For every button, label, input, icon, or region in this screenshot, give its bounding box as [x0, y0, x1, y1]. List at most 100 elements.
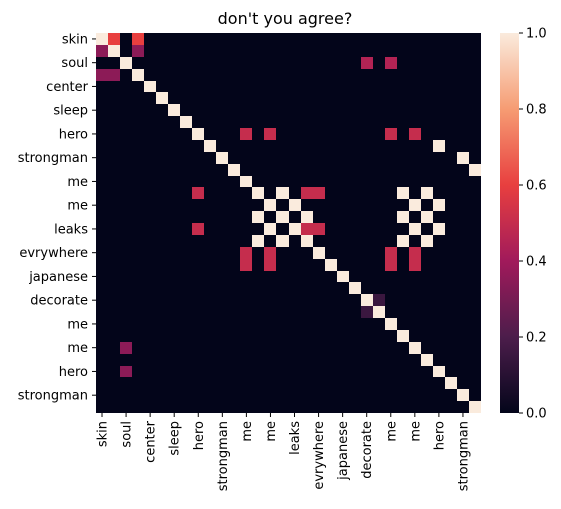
heatmap-cell	[120, 318, 132, 330]
heatmap-cell	[240, 259, 252, 271]
heatmap-cell	[337, 306, 349, 318]
heatmap-cell	[313, 401, 325, 413]
heatmap-cell	[180, 92, 192, 104]
heatmap-cell	[337, 116, 349, 128]
heatmap-cell	[445, 81, 457, 92]
heatmap-cell	[96, 366, 108, 377]
heatmap-cell	[457, 282, 469, 294]
heatmap-cell	[397, 128, 409, 140]
y-tick-label: leaks	[54, 222, 88, 237]
heatmap-cell	[252, 366, 264, 377]
heatmap-cell	[349, 366, 361, 377]
heatmap-cell	[192, 140, 204, 152]
heatmap-cell	[180, 366, 192, 377]
heatmap-cell	[325, 176, 337, 187]
heatmap-cell	[325, 282, 337, 294]
heatmap-cell	[180, 306, 192, 318]
heatmap-cell	[301, 377, 313, 389]
heatmap-cell	[385, 81, 397, 92]
heatmap-cell	[433, 389, 445, 401]
heatmap-cell	[108, 342, 120, 354]
heatmap-cell	[132, 223, 144, 235]
heatmap-cell	[204, 211, 216, 223]
heatmap-cell	[156, 45, 168, 57]
heatmap-cell	[144, 342, 156, 354]
heatmap-cell	[421, 187, 433, 199]
heatmap-cell	[252, 354, 264, 366]
heatmap-cell	[204, 140, 216, 152]
heatmap-cell	[289, 377, 301, 389]
heatmap-cell	[156, 140, 168, 152]
heatmap-cell	[409, 140, 421, 152]
heatmap-cell	[252, 259, 264, 271]
heatmap-cell	[96, 247, 108, 259]
heatmap-cell	[204, 92, 216, 104]
heatmap-cell	[469, 152, 481, 164]
heatmap-cell	[289, 235, 301, 247]
heatmap-cell	[144, 330, 156, 342]
heatmap-cell	[264, 104, 276, 116]
heatmap-cell	[216, 235, 228, 247]
heatmap-cell	[204, 187, 216, 199]
heatmap-cell	[168, 104, 180, 116]
heatmap-cell	[361, 164, 373, 176]
heatmap-cell	[421, 104, 433, 116]
heatmap-cell	[349, 211, 361, 223]
heatmap-cell	[301, 259, 313, 271]
heatmap-cell	[385, 152, 397, 164]
heatmap-cell	[240, 318, 252, 330]
heatmap-cell	[373, 366, 385, 377]
heatmap-cell	[276, 235, 289, 247]
heatmap-cell	[192, 116, 204, 128]
heatmap-cell	[301, 342, 313, 354]
heatmap-cell	[276, 187, 289, 199]
heatmap-cell	[409, 57, 421, 69]
heatmap-cell	[168, 45, 180, 57]
heatmap-cell	[96, 92, 108, 104]
heatmap-cell	[228, 401, 240, 413]
heatmap-cell	[144, 81, 156, 92]
heatmap-cell	[192, 211, 204, 223]
heatmap-cell	[96, 342, 108, 354]
heatmap-cell	[132, 33, 144, 45]
x-tick-label: sleep	[168, 421, 183, 456]
heatmap-cell	[337, 235, 349, 247]
heatmap-cell	[96, 45, 108, 57]
heatmap-cell	[276, 366, 289, 377]
heatmap-cell	[445, 282, 457, 294]
heatmap-cell	[144, 57, 156, 69]
heatmap-cell	[204, 235, 216, 247]
heatmap-cell	[325, 318, 337, 330]
y-tick-label: sleep	[53, 104, 88, 119]
x-tick-label: me	[264, 421, 279, 442]
heatmap-cell	[457, 69, 469, 81]
heatmap-cell	[276, 401, 289, 413]
heatmap-cell	[240, 81, 252, 92]
heatmap-cell	[349, 116, 361, 128]
heatmap-cell	[240, 342, 252, 354]
heatmap-cell	[457, 164, 469, 176]
heatmap-cell	[120, 128, 132, 140]
heatmap-cell	[361, 116, 373, 128]
x-tick-label: decorate	[360, 421, 375, 479]
heatmap-cell	[120, 282, 132, 294]
y-tick-label: soul	[61, 56, 88, 71]
heatmap-cell	[120, 342, 132, 354]
heatmap-cell	[289, 176, 301, 187]
heatmap-cell	[192, 164, 204, 176]
heatmap-cell	[361, 366, 373, 377]
heatmap-cell	[337, 57, 349, 69]
heatmap-cell	[240, 164, 252, 176]
heatmap-cell	[180, 294, 192, 306]
heatmap-cell	[457, 235, 469, 247]
heatmap-cell	[96, 223, 108, 235]
heatmap-cell	[180, 164, 192, 176]
heatmap-cell	[192, 223, 204, 235]
heatmap-cell	[264, 211, 276, 223]
heatmap-cell	[325, 116, 337, 128]
heatmap-cell	[216, 259, 228, 271]
heatmap-cell	[132, 354, 144, 366]
heatmap-cell	[301, 401, 313, 413]
heatmap-cell	[120, 152, 132, 164]
heatmap-cell	[325, 271, 337, 282]
